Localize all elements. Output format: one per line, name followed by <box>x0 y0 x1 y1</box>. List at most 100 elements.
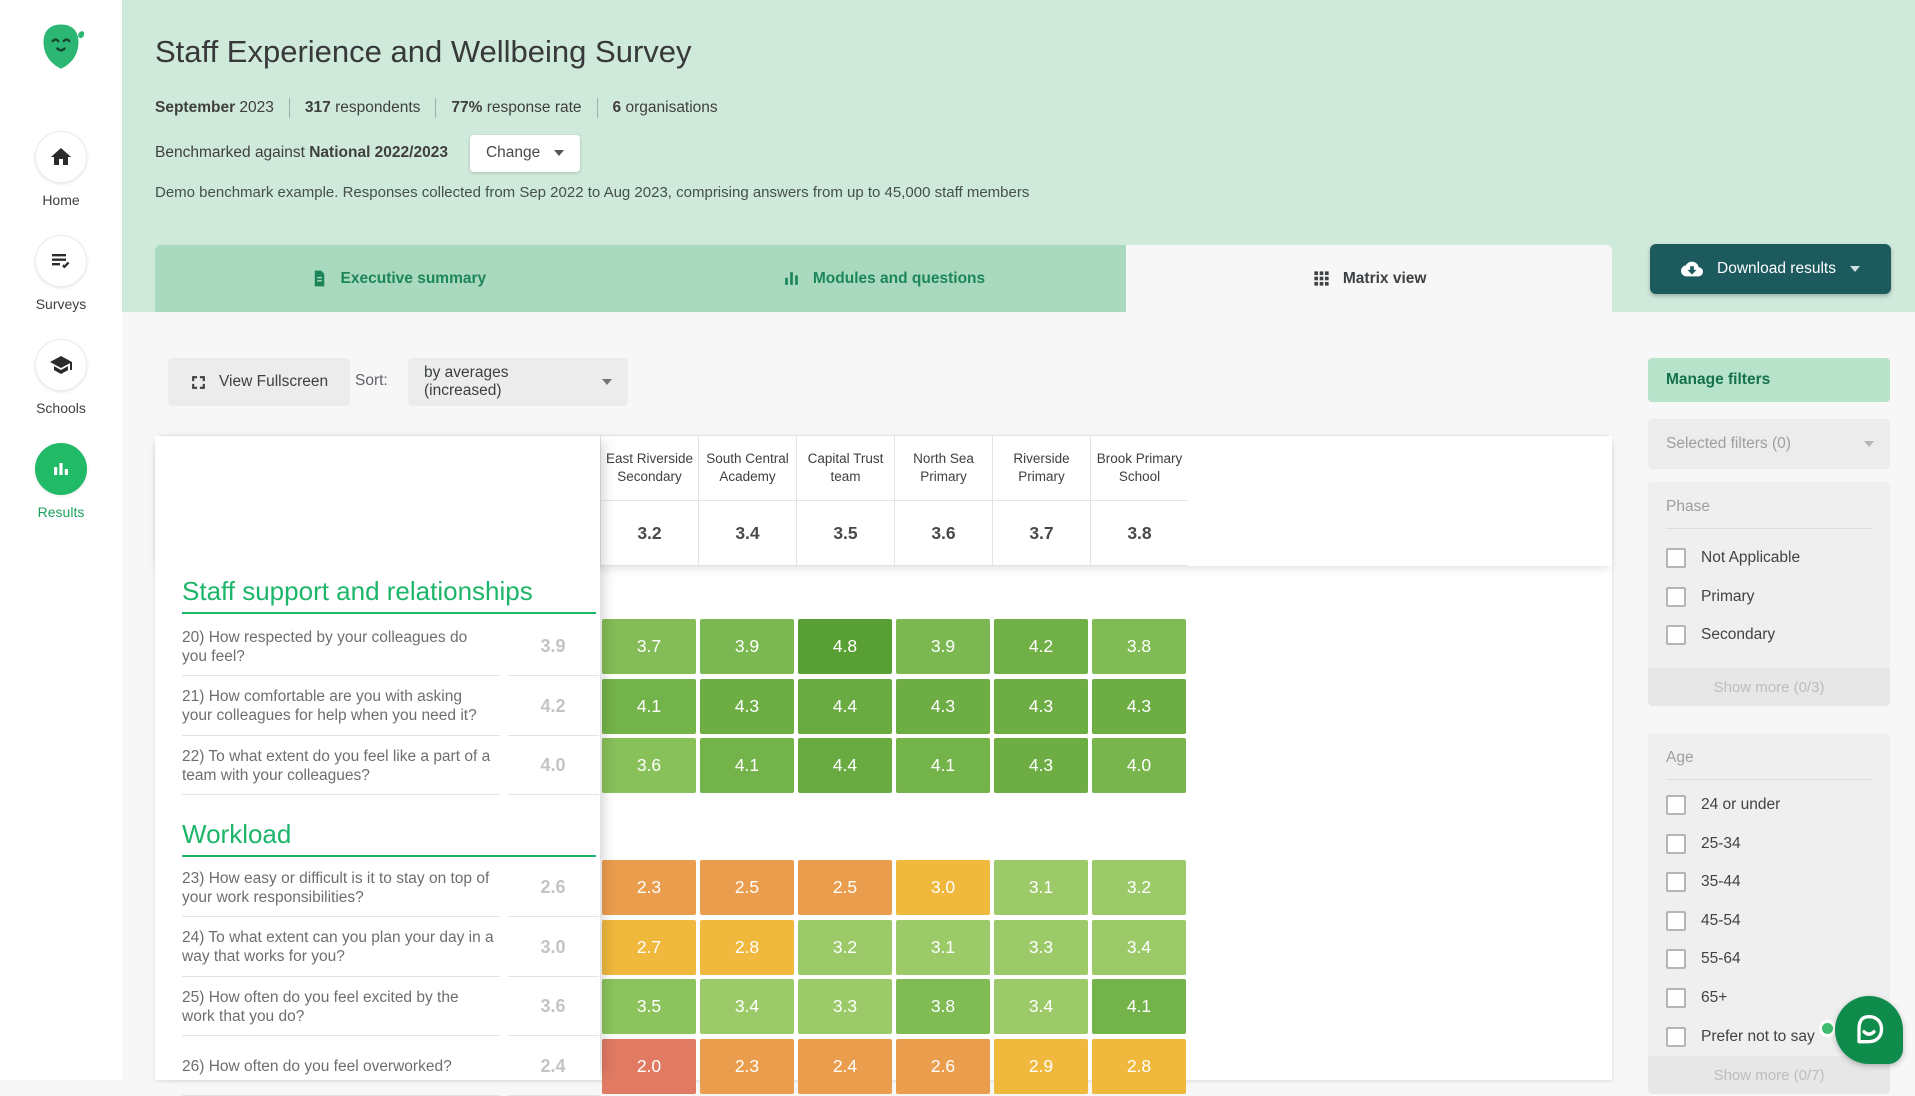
matrix-cell[interactable]: 3.9 <box>896 619 990 674</box>
filter-option-primary[interactable]: Primary <box>1666 586 1754 607</box>
matrix-cell[interactable]: 4.0 <box>1092 738 1186 793</box>
filter-option-24-or-under[interactable]: 24 or under <box>1666 795 1780 815</box>
sort-label: Sort: <box>355 372 388 389</box>
matrix-cell[interactable]: 2.3 <box>602 860 696 915</box>
tab-modules-and-questions[interactable]: Modules and questions <box>640 245 1127 312</box>
matrix-cell[interactable]: 3.4 <box>1092 919 1186 975</box>
change-benchmark-button[interactable]: Change <box>469 134 581 172</box>
matrix-cell[interactable]: 4.3 <box>896 678 990 734</box>
matrix-cell[interactable]: 3.2 <box>1092 860 1186 915</box>
question-average: 2.6 <box>540 877 566 897</box>
matrix-cell[interactable]: 4.1 <box>602 678 696 734</box>
matrix-cell[interactable]: 4.4 <box>798 738 892 793</box>
filter-option-label: 35-44 <box>1701 873 1741 891</box>
matrix-cell[interactable]: 2.5 <box>798 860 892 915</box>
checkbox-icon[interactable] <box>1666 586 1686 607</box>
matrix-cell[interactable]: 2.3 <box>700 1038 794 1094</box>
sidebar-item-schools[interactable]: Schools <box>35 339 87 416</box>
organisation-name: Brook Primary School <box>1091 436 1188 501</box>
matrix-cell[interactable]: 3.5 <box>602 979 696 1034</box>
download-results-button[interactable]: Download results <box>1650 244 1891 294</box>
matrix-cell[interactable]: 2.6 <box>896 1038 990 1094</box>
matrix-cell[interactable]: 3.3 <box>994 919 1088 975</box>
tab-matrix-view[interactable]: Matrix view <box>1126 245 1612 312</box>
matrix-cell[interactable]: 2.9 <box>994 1038 1088 1094</box>
filter-option-secondary[interactable]: Secondary <box>1666 625 1775 646</box>
checkbox-icon[interactable] <box>1666 795 1686 815</box>
filter-option-35-44[interactable]: 35-44 <box>1666 872 1741 893</box>
home-icon-circle <box>35 131 87 183</box>
chat-widget-button[interactable] <box>1835 996 1903 1064</box>
organisation-name: Capital Trust team <box>797 436 894 501</box>
manage-filters-button[interactable]: Manage filters <box>1648 358 1890 402</box>
matrix-cell[interactable]: 2.5 <box>700 860 794 915</box>
chevron-down-icon <box>1864 441 1874 447</box>
view-fullscreen-button[interactable]: View Fullscreen <box>168 358 351 406</box>
row-divider <box>182 975 500 977</box>
filter-option-not-applicable[interactable]: Not Applicable <box>1666 548 1800 568</box>
meta-divider <box>288 98 290 118</box>
matrix-cell[interactable]: 4.1 <box>1092 979 1186 1034</box>
question-text: 22) To what extent do you feel like a pa… <box>182 747 491 784</box>
filter-option-65-[interactable]: 65+ <box>1666 988 1727 1008</box>
matrix-cell[interactable]: 4.1 <box>896 738 990 793</box>
matrix-cell[interactable]: 3.8 <box>896 979 990 1034</box>
matrix-cell[interactable]: 3.6 <box>602 738 696 793</box>
matrix-cell[interactable]: 3.4 <box>700 979 794 1034</box>
sidebar-item-results[interactable]: Results <box>35 443 87 520</box>
matrix-cell[interactable]: 4.4 <box>798 678 892 734</box>
sidebar-item-home[interactable]: Home <box>35 131 87 208</box>
show-more-button[interactable]: Show more (0/7) <box>1648 1056 1890 1094</box>
filter-option-45-54[interactable]: 45-54 <box>1666 910 1741 931</box>
matrix-cell[interactable]: 4.2 <box>994 619 1088 674</box>
checkbox-icon[interactable] <box>1666 548 1686 568</box>
organisation-average: 3.6 <box>895 501 992 566</box>
matrix-cell[interactable]: 2.8 <box>1092 1038 1186 1094</box>
row-divider <box>508 975 599 977</box>
filter-option-25-34[interactable]: 25-34 <box>1666 833 1741 854</box>
filter-option-55-64[interactable]: 55-64 <box>1666 949 1741 970</box>
checkbox-icon[interactable] <box>1666 625 1686 646</box>
checkbox-icon[interactable] <box>1666 833 1686 854</box>
tab-executive-summary[interactable]: Executive summary <box>155 245 641 312</box>
matrix-cell[interactable]: 3.2 <box>798 919 892 975</box>
module-title: Staff support and relationships <box>182 576 533 606</box>
matrix-cell[interactable]: 3.8 <box>1092 619 1186 674</box>
matrix-cell[interactable]: 2.8 <box>700 919 794 975</box>
matrix-cell[interactable]: 3.3 <box>798 979 892 1034</box>
checkbox-icon[interactable] <box>1666 949 1686 970</box>
matrix-cell[interactable]: 4.8 <box>798 619 892 674</box>
sort-dropdown[interactable]: by averages (increased) <box>408 358 628 406</box>
matrix-cell[interactable]: 3.7 <box>602 619 696 674</box>
question-text: 26) How often do you feel overworked? <box>182 1057 452 1075</box>
matrix-cell[interactable]: 4.3 <box>700 678 794 734</box>
checkbox-icon[interactable] <box>1666 872 1686 893</box>
matrix-cell[interactable]: 3.1 <box>994 860 1088 915</box>
sidebar-item-surveys[interactable]: Surveys <box>35 235 87 312</box>
checkbox-icon[interactable] <box>1666 910 1686 931</box>
organisation-name: North Sea Primary <box>895 436 992 501</box>
matrix-cell[interactable]: 3.9 <box>700 619 794 674</box>
filter-option-prefer-not-to-say[interactable]: Prefer not to say <box>1666 1026 1815 1047</box>
matrix-cell[interactable]: 4.3 <box>1092 678 1186 734</box>
matrix-cell[interactable]: 3.0 <box>896 860 990 915</box>
matrix-cell[interactable]: 4.3 <box>994 678 1088 734</box>
show-more-button[interactable]: Show more (0/3) <box>1648 668 1890 706</box>
matrix-cell[interactable]: 2.0 <box>602 1038 696 1094</box>
checkbox-icon[interactable] <box>1666 1026 1686 1047</box>
row-divider <box>508 1035 599 1036</box>
selected-filters-dropdown[interactable]: Selected filters (0) <box>1648 419 1890 469</box>
matrix-cell[interactable]: 4.1 <box>700 738 794 793</box>
matrix-cell[interactable]: 3.4 <box>994 979 1088 1034</box>
module-underline <box>182 855 596 857</box>
matrix-cell[interactable]: 2.4 <box>798 1038 892 1094</box>
matrix-cell[interactable]: 2.7 <box>602 919 696 975</box>
checkbox-icon[interactable] <box>1666 988 1686 1008</box>
app-logo-icon[interactable] <box>38 22 85 79</box>
sidebar-nav: Home Surveys Schools Results <box>35 131 87 520</box>
filter-group-divider <box>1666 779 1872 780</box>
matrix-cell[interactable]: 3.1 <box>896 919 990 975</box>
sidebar-item-label: Surveys <box>35 296 87 312</box>
filter-option-label: 65+ <box>1701 989 1728 1006</box>
matrix-cell[interactable]: 4.3 <box>994 738 1088 793</box>
